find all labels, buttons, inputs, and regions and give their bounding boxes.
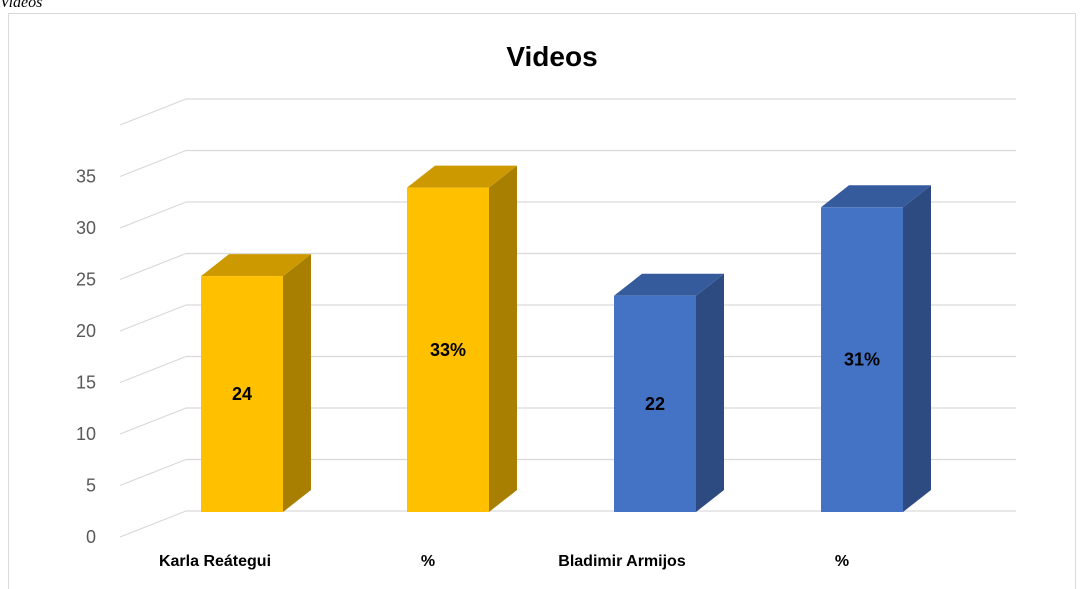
gridline-diagonal [119, 252, 187, 281]
gridline-diagonal [119, 458, 187, 487]
data-label: 24 [232, 384, 252, 404]
bar-side [489, 165, 517, 513]
y-tick-label: 25 [76, 270, 96, 290]
bar-front [201, 276, 283, 512]
y-tick-label: 0 [86, 527, 96, 547]
figure-caption: Videos [0, 0, 43, 11]
bar-front [614, 295, 696, 512]
x-axis: Karla Reátegui% Bladimir Armijos% [159, 553, 849, 570]
gridline-diagonal [119, 510, 187, 538]
bar-top [614, 273, 724, 296]
bar-front [407, 187, 489, 513]
x-category-label: % [835, 553, 849, 570]
bar: 24 [201, 254, 311, 512]
data-label: 31% [844, 350, 880, 370]
gridline-diagonal [119, 201, 187, 229]
bar-side [283, 254, 311, 512]
bar-side [903, 185, 931, 512]
y-tick-label: 10 [76, 424, 96, 444]
bar: 31% [821, 185, 931, 512]
bar: 22 [614, 273, 724, 512]
bars: 24 33% 22 31% [201, 165, 931, 513]
gridline-diagonal [119, 407, 187, 435]
y-tick-label: 15 [76, 373, 96, 393]
bar-top [821, 185, 931, 208]
bar: 33% [407, 165, 517, 513]
x-category-label: Karla Reátegui [159, 553, 271, 570]
y-tick-label: 35 [76, 167, 96, 187]
x-category-label: Bladimir Armijos [558, 553, 686, 570]
gridline-diagonal [119, 149, 187, 178]
y-tick-label: 5 [86, 476, 96, 496]
chart-frame [8, 13, 1076, 589]
gridline-diagonal [119, 355, 187, 384]
y-tick-label: 30 [76, 218, 96, 238]
y-tick-label: 20 [76, 321, 96, 341]
bar-side [696, 273, 724, 512]
bar-top [407, 165, 517, 188]
data-label: 22 [645, 394, 665, 414]
bar-front [821, 207, 903, 512]
data-label: 33% [430, 340, 466, 360]
bar-top [201, 254, 311, 277]
x-category-label: % [421, 553, 435, 570]
chart-title: Videos [506, 41, 597, 72]
gridline-diagonal [119, 98, 187, 126]
gridline-diagonal [119, 304, 187, 332]
y-axis: 0 5 10 15 20 25 30 35 [76, 167, 96, 548]
